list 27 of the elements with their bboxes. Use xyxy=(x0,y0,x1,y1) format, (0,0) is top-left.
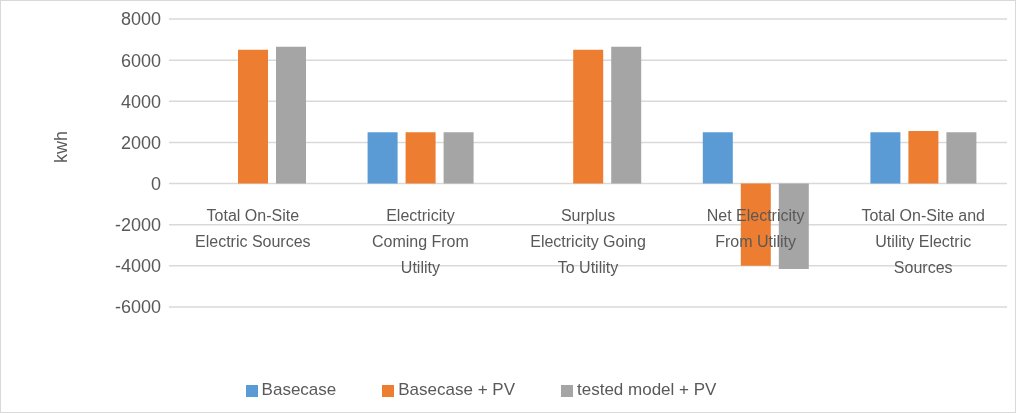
bar xyxy=(573,49,604,184)
y-tick-label: 2000 xyxy=(120,132,161,153)
x-tick-label: Surplus Electricity Going To Utility xyxy=(530,206,646,276)
bar xyxy=(405,132,436,184)
y-tick-label: 0 xyxy=(150,173,161,194)
bar xyxy=(908,131,939,184)
bar xyxy=(238,49,268,184)
bar xyxy=(367,132,398,184)
legend-label: tested model + PV xyxy=(577,380,717,399)
y-axis-title: kwh xyxy=(51,130,72,163)
y-tick-label: 4000 xyxy=(120,91,161,112)
y-tick-label: 6000 xyxy=(120,50,161,71)
bar xyxy=(946,132,977,184)
x-tick-label: Electricity Coming From Utility xyxy=(371,206,469,276)
y-tick-label: -2000 xyxy=(114,215,161,236)
legend-label: Basecase + PV xyxy=(398,380,515,399)
bar xyxy=(702,132,733,184)
y-tick-label: 8000 xyxy=(120,9,161,30)
bar xyxy=(276,46,306,184)
x-tick-label: Total On-Site Electric Sources xyxy=(195,206,311,250)
x-tick-label: Total On-Site and Utility Electric Sources xyxy=(861,206,986,276)
y-tick-label: -4000 xyxy=(114,256,161,277)
legend-label: Basecase xyxy=(261,380,337,399)
y-tick-label: -6000 xyxy=(114,297,161,318)
bar xyxy=(443,132,474,184)
bar xyxy=(611,46,642,184)
bar xyxy=(870,132,901,184)
